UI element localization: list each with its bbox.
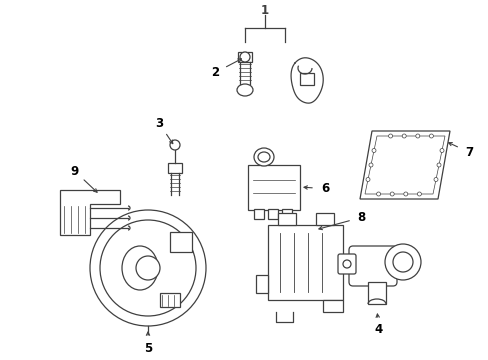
Circle shape xyxy=(389,192,393,196)
Circle shape xyxy=(401,134,406,138)
Circle shape xyxy=(388,134,392,138)
Circle shape xyxy=(384,244,420,280)
Text: 6: 6 xyxy=(320,182,328,195)
FancyBboxPatch shape xyxy=(299,73,313,85)
Circle shape xyxy=(415,134,419,138)
FancyBboxPatch shape xyxy=(337,254,355,274)
Circle shape xyxy=(136,256,160,280)
Text: 1: 1 xyxy=(261,4,268,17)
Text: 9: 9 xyxy=(70,165,79,177)
Ellipse shape xyxy=(258,152,269,162)
Circle shape xyxy=(100,220,196,316)
FancyBboxPatch shape xyxy=(278,213,295,225)
FancyBboxPatch shape xyxy=(315,213,333,225)
FancyBboxPatch shape xyxy=(256,275,267,293)
Circle shape xyxy=(240,52,249,62)
FancyBboxPatch shape xyxy=(247,165,299,210)
Circle shape xyxy=(365,177,369,181)
FancyBboxPatch shape xyxy=(168,163,182,173)
Circle shape xyxy=(403,192,407,196)
Circle shape xyxy=(170,140,180,150)
FancyBboxPatch shape xyxy=(253,209,264,219)
Circle shape xyxy=(439,148,443,153)
FancyBboxPatch shape xyxy=(348,246,396,286)
Circle shape xyxy=(371,148,375,153)
Circle shape xyxy=(392,252,412,272)
FancyBboxPatch shape xyxy=(267,225,342,300)
Ellipse shape xyxy=(253,148,273,166)
Circle shape xyxy=(342,260,350,268)
FancyBboxPatch shape xyxy=(323,300,342,312)
FancyBboxPatch shape xyxy=(170,232,192,252)
FancyBboxPatch shape xyxy=(238,52,251,62)
Ellipse shape xyxy=(122,246,158,290)
FancyBboxPatch shape xyxy=(267,209,278,219)
Circle shape xyxy=(376,192,380,196)
Ellipse shape xyxy=(237,84,252,96)
Text: 4: 4 xyxy=(374,323,382,337)
Text: 8: 8 xyxy=(357,211,365,224)
Text: 2: 2 xyxy=(211,66,219,79)
Circle shape xyxy=(417,192,421,196)
Circle shape xyxy=(428,134,432,138)
Circle shape xyxy=(368,163,372,167)
Circle shape xyxy=(90,210,205,326)
Circle shape xyxy=(433,177,437,181)
FancyBboxPatch shape xyxy=(282,209,291,219)
FancyBboxPatch shape xyxy=(367,282,385,304)
FancyBboxPatch shape xyxy=(160,293,180,307)
Circle shape xyxy=(436,163,440,167)
Text: 7: 7 xyxy=(464,146,472,159)
Text: 3: 3 xyxy=(155,117,163,130)
Text: 5: 5 xyxy=(143,342,152,355)
